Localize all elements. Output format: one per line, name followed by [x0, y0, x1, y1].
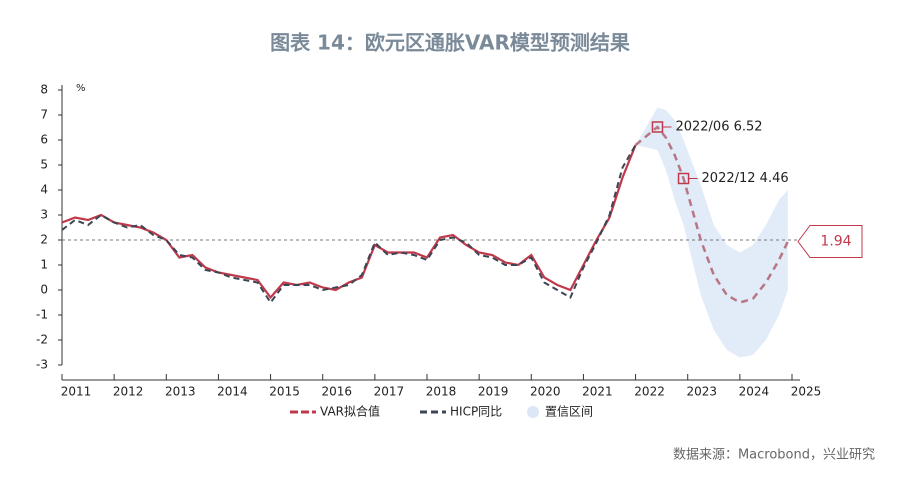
y-tick-label: 2: [40, 233, 48, 247]
y-tick-label: -2: [36, 333, 48, 347]
x-tick-label: 2021: [582, 385, 613, 399]
annotation-label: 2022/12 4.46: [702, 171, 789, 186]
x-tick-label: 2014: [217, 385, 248, 399]
x-tick-label: 2020: [530, 385, 561, 399]
var-fit-line: [61, 144, 637, 300]
y-tick-label: 8: [40, 83, 48, 97]
y-tick-label: 6: [40, 133, 48, 147]
x-tick-label: 2016: [321, 385, 352, 399]
x-tick-label: 2025: [791, 385, 822, 399]
source: 数据来源：Macrobond，兴业研究: [673, 448, 875, 463]
var-forecast-line: [634, 125, 789, 304]
chart-title: 图表 14：欧元区通胀VAR模型预测结果: [270, 31, 630, 55]
legend-label: HICP同比: [450, 405, 502, 419]
hicp-line: [61, 144, 637, 305]
legend-swatch: [527, 406, 539, 418]
y-tick-label: -3: [36, 358, 48, 372]
y-tick-label: 3: [40, 208, 48, 222]
x-tick-label: 2017: [374, 385, 405, 399]
x-tick-label: 2011: [61, 385, 92, 399]
end-label: 1.94: [820, 234, 851, 250]
annotation-label: 2022/06 6.52: [675, 120, 762, 135]
y-tick-label: 7: [40, 108, 48, 122]
y-unit: %: [76, 83, 86, 94]
end-label-box: [797, 225, 863, 258]
confidence-band: [635, 107, 788, 358]
x-tick-label: 2012: [113, 385, 144, 399]
legend-label: 置信区间: [545, 405, 593, 419]
x-tick-label: 2015: [269, 385, 300, 399]
y-tick-label: -1: [36, 308, 48, 322]
x-tick-label: 2024: [739, 385, 770, 399]
y-tick-label: 4: [40, 183, 48, 197]
x-tick-label: 2019: [478, 385, 509, 399]
x-tick-label: 2022: [634, 385, 665, 399]
x-tick-label: 2018: [426, 385, 457, 399]
x-tick-label: 2023: [686, 385, 717, 399]
legend-label: VAR拟合值: [320, 404, 380, 419]
y-tick-label: 1: [40, 258, 48, 272]
x-tick-label: 2013: [165, 385, 196, 399]
y-tick-label: 0: [40, 283, 48, 297]
y-tick-label: 5: [40, 158, 48, 172]
